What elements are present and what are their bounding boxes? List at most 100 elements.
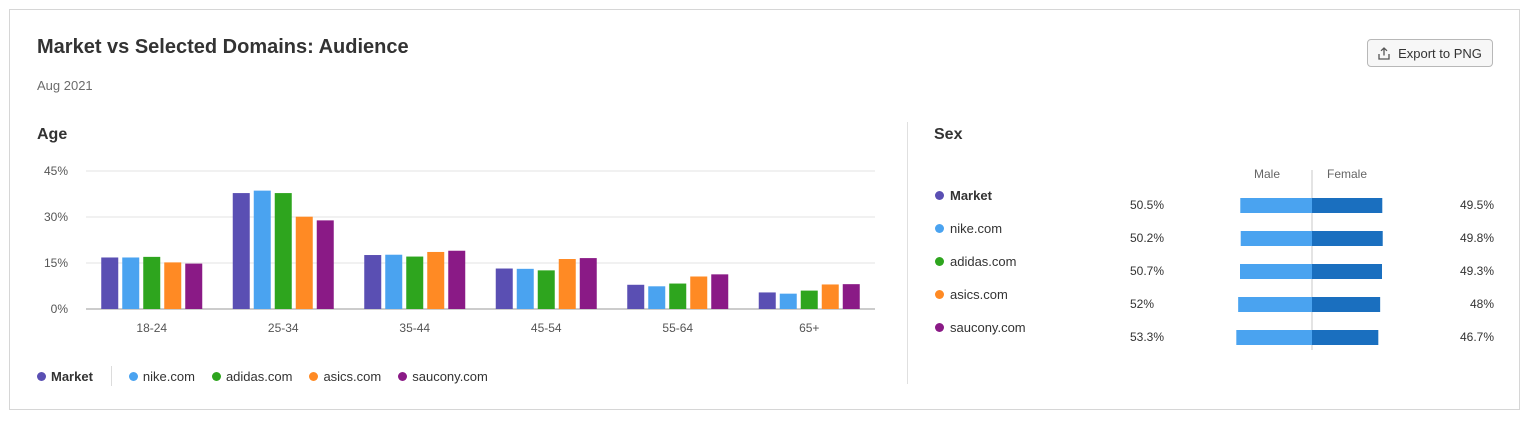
legend-label: adidas.com — [225, 368, 293, 384]
bar-35-44-adidas.com — [406, 256, 424, 309]
legend-item-market[interactable]: Market — [37, 369, 93, 384]
sex-row-dot — [935, 224, 944, 233]
legend-item-nike[interactable]: nike.com — [128, 368, 195, 384]
bar-18-24-Market — [101, 257, 119, 309]
sex-row-label: asics.com — [935, 287, 1008, 302]
sex-row-name: adidas.com — [950, 254, 1017, 269]
bar-35-44-asics.com — [427, 251, 445, 309]
male-percent: 50.7% — [1130, 264, 1165, 278]
bar-45-54-nike.com — [516, 268, 534, 309]
bar-35-44-nike.com — [385, 254, 403, 309]
legend-label: saucony.com — [412, 368, 488, 384]
sex-row-name: saucony.com — [950, 320, 1026, 335]
bar-35-44-Market — [364, 255, 382, 309]
male-bar-Market — [1240, 198, 1312, 213]
bar-45-54-saucony.com — [579, 258, 597, 309]
legend-dot — [37, 371, 46, 381]
sex-section-title: Sex — [934, 126, 963, 143]
bar-55-64-Market — [627, 284, 645, 309]
sex-row-name: nike.com — [950, 221, 1003, 236]
legend-label: nike.com — [142, 368, 195, 384]
export-label: Export to PNG — [1398, 45, 1482, 61]
bar-65+-nike.com — [779, 293, 797, 309]
bar-55-64-adidas.com — [669, 283, 687, 309]
legend-item-adidas[interactable]: adidas.com — [211, 368, 293, 384]
male-percent: 53.3% — [1130, 330, 1165, 344]
y-tick-label: 45% — [44, 164, 68, 178]
sex-row-label: Market — [935, 188, 992, 203]
y-tick-label: 15% — [44, 256, 68, 270]
sex-row-dot — [935, 323, 944, 332]
female-bar-asics.com — [1312, 297, 1381, 312]
age-bar-chart: 0% 15% 30% 45% 18-24 25-34 35-44 45-54 55-64 65+ — [44, 164, 875, 335]
female-percent: 48% — [1469, 297, 1494, 311]
bar-65+-adidas.com — [800, 290, 818, 309]
male-column-label: Male — [1254, 167, 1281, 181]
section-divider — [907, 122, 908, 384]
export-png-button[interactable]: Export to PNG — [1367, 39, 1493, 67]
x-tick-label: 45-54 — [531, 321, 562, 335]
male-percent: 52% — [1130, 297, 1155, 311]
bar-45-54-asics.com — [558, 259, 576, 309]
male-percent: 50.5% — [1130, 198, 1165, 212]
male-percent: 50.2% — [1130, 231, 1165, 245]
x-tick-label: 35-44 — [399, 321, 430, 335]
sex-row-dot — [935, 191, 944, 200]
male-bar-nike.com — [1240, 231, 1312, 246]
page-title: Market vs Selected Domains: Audience — [37, 36, 409, 58]
x-tick-label: 65+ — [799, 321, 819, 335]
female-percent: 49.5% — [1459, 198, 1494, 212]
date-label: Aug 2021 — [37, 78, 93, 93]
legend-dot — [309, 371, 319, 381]
female-column-label: Female — [1327, 167, 1368, 181]
bar-55-64-saucony.com — [711, 274, 729, 309]
bar-45-54-Market — [495, 268, 513, 309]
bar-65+-Market — [758, 292, 776, 309]
bar-45-54-adidas.com — [537, 270, 555, 309]
sex-row-label: nike.com — [935, 221, 1002, 236]
bar-65+-asics.com — [821, 284, 839, 309]
x-tick-label: 18-24 — [136, 321, 167, 335]
x-tick-label: 55-64 — [662, 321, 693, 335]
legend-dot — [211, 371, 221, 381]
legend-label: asics.com — [323, 368, 382, 384]
bar-55-64-asics.com — [690, 276, 708, 309]
sex-row-dot — [935, 257, 944, 266]
legend-item-saucony[interactable]: saucony.com — [398, 369, 488, 384]
age-section-title: Age — [37, 126, 68, 143]
female-bar-adidas.com — [1312, 264, 1383, 279]
bar-25-34-Market — [232, 193, 250, 309]
female-bar-saucony.com — [1312, 330, 1379, 345]
male-bar-adidas.com — [1240, 264, 1312, 279]
female-bar-nike.com — [1312, 231, 1383, 246]
sex-row-name: asics.com — [950, 287, 1008, 302]
male-bar-saucony.com — [1236, 330, 1312, 345]
y-tick-label: 0% — [51, 302, 69, 316]
female-percent: 46.7% — [1459, 330, 1494, 344]
bar-18-24-nike.com — [122, 257, 140, 309]
sex-row-label: adidas.com — [935, 254, 1016, 269]
bar-65+-saucony.com — [842, 284, 860, 309]
bar-35-44-saucony.com — [448, 250, 466, 309]
sex-row-label: saucony.com — [935, 320, 1026, 335]
bar-18-24-saucony.com — [185, 263, 203, 309]
bar-25-34-nike.com — [253, 190, 271, 309]
bar-25-34-saucony.com — [316, 220, 334, 309]
bar-18-24-adidas.com — [143, 256, 161, 309]
legend-dot — [398, 371, 408, 381]
legend-item-asics[interactable]: asics.com — [309, 369, 381, 384]
y-tick-label: 30% — [44, 210, 68, 224]
legend-separator — [110, 366, 112, 386]
age-legend: Market nike.com adidas.com asics.com sau… — [37, 366, 505, 386]
bar-55-64-nike.com — [648, 286, 666, 309]
female-percent: 49.3% — [1459, 264, 1494, 278]
export-icon — [1378, 46, 1390, 60]
x-tick-label: 25-34 — [268, 321, 299, 335]
legend-dot — [128, 371, 138, 381]
female-bar-Market — [1312, 198, 1383, 213]
bar-25-34-adidas.com — [274, 193, 292, 309]
bar-25-34-asics.com — [295, 216, 313, 309]
male-bar-asics.com — [1238, 297, 1312, 312]
female-percent: 49.8% — [1459, 231, 1494, 245]
sex-row-dot — [935, 290, 944, 299]
